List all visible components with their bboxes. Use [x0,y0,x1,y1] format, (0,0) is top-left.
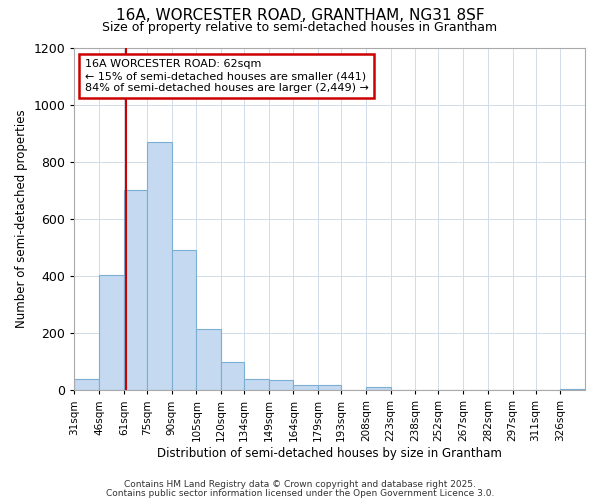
Bar [124,190,147,390]
Bar [560,389,585,390]
Bar [366,388,391,390]
Bar [172,250,196,390]
Bar [318,384,341,390]
Y-axis label: Number of semi-detached properties: Number of semi-detached properties [15,110,28,328]
Bar [293,384,318,390]
Bar [269,380,293,390]
Text: 16A WORCESTER ROAD: 62sqm
← 15% of semi-detached houses are smaller (441)
84% of: 16A WORCESTER ROAD: 62sqm ← 15% of semi-… [85,60,368,92]
Text: Size of property relative to semi-detached houses in Grantham: Size of property relative to semi-detach… [103,21,497,34]
Bar [221,362,244,390]
Bar [74,379,99,390]
Text: Contains public sector information licensed under the Open Government Licence 3.: Contains public sector information licen… [106,488,494,498]
X-axis label: Distribution of semi-detached houses by size in Grantham: Distribution of semi-detached houses by … [157,447,502,460]
Bar [147,142,172,390]
Text: 16A, WORCESTER ROAD, GRANTHAM, NG31 8SF: 16A, WORCESTER ROAD, GRANTHAM, NG31 8SF [116,8,484,22]
Text: Contains HM Land Registry data © Crown copyright and database right 2025.: Contains HM Land Registry data © Crown c… [124,480,476,489]
Bar [99,274,124,390]
Bar [244,379,269,390]
Bar [196,329,221,390]
